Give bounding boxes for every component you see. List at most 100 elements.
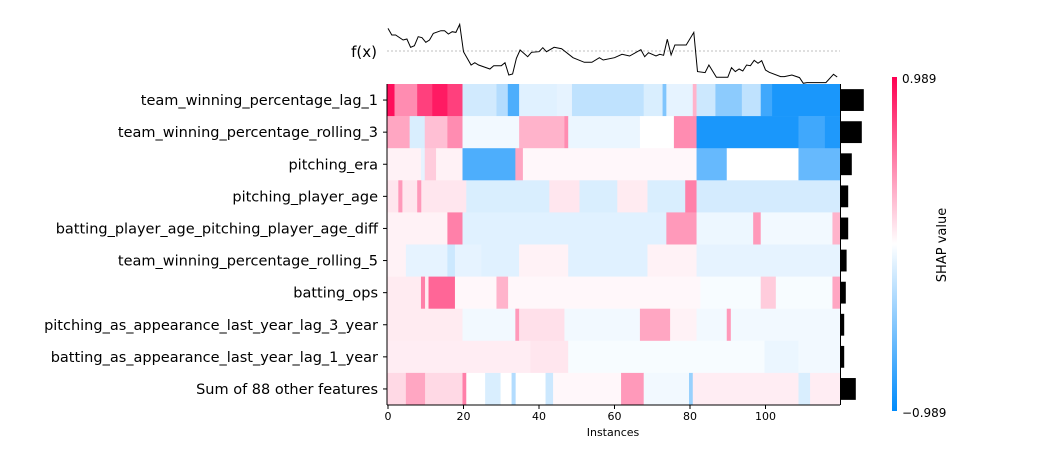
heatmap-cell: [519, 84, 558, 117]
heatmap-cell: [409, 116, 426, 149]
heatmap-cell: [753, 212, 762, 245]
heatmap-cell: [689, 372, 694, 406]
heatmap-cell: [696, 180, 841, 213]
heatmap-cell: [772, 84, 841, 117]
fx-line: [387, 22, 838, 84]
feature-label: Sum of 88 other features: [196, 382, 378, 398]
feature-label: team_winning_percentage_lag_1: [141, 93, 378, 109]
heatmap-cell: [424, 148, 437, 181]
feature-label: team_winning_percentage_rolling_5: [118, 254, 378, 270]
heatmap-cell: [420, 276, 426, 309]
heatmap-cell: [496, 84, 509, 117]
x-axis-label: Instances: [587, 426, 640, 439]
heatmap-cell: [507, 84, 520, 117]
heatmap-cell: [673, 116, 697, 149]
colorbar: [892, 77, 897, 411]
heatmap-cell: [545, 372, 554, 406]
feature-label: batting_ops: [293, 286, 378, 302]
heatmap-cell: [530, 340, 569, 374]
heatmap-cell: [760, 84, 773, 117]
heatmap-cell: [436, 148, 463, 181]
heatmap-cell: [647, 244, 697, 277]
importance-bar: [841, 249, 847, 272]
importance-bar: [841, 89, 864, 111]
heatmap-cell: [417, 180, 422, 213]
heatmap-cell: [670, 308, 697, 342]
heatmap-cell: [798, 148, 841, 181]
heatmap-cells: [387, 84, 841, 406]
importance-bar: [841, 378, 856, 400]
heatmap-cell: [564, 116, 569, 149]
heatmap-cell: [519, 116, 565, 149]
heatmap-cell: [515, 148, 524, 181]
importance-bar: [841, 281, 846, 304]
heatmap-cell: [549, 180, 580, 213]
heatmap-cell: [571, 84, 644, 117]
heatmap-cell: [617, 180, 648, 213]
heatmap-cell: [405, 244, 448, 277]
heatmap-cell: [647, 180, 686, 213]
fx-label: f(x): [351, 43, 377, 61]
heatmap-cell: [760, 212, 833, 245]
heatmap-cell: [515, 308, 520, 342]
heatmap-cell: [643, 372, 690, 406]
heatmap-cell: [466, 180, 550, 213]
heatmap-cell: [639, 308, 671, 342]
heatmap-cell: [696, 212, 754, 245]
heatmap-cell: [579, 180, 618, 213]
heatmap-cell: [696, 116, 799, 149]
heatmap-cell: [485, 372, 501, 406]
heatmap-cell: [466, 372, 546, 406]
importance-bar: [841, 185, 849, 208]
x-tick-label: 80: [683, 410, 697, 423]
heatmap-cell: [639, 116, 675, 149]
heatmap-cell: [798, 372, 811, 406]
importance-bar: [841, 313, 845, 336]
heatmap-cell: [700, 276, 762, 309]
heatmap-cell: [398, 180, 403, 213]
heatmap-cell: [666, 84, 694, 117]
heatmap-cell: [696, 84, 716, 117]
heatmap-cell: [454, 244, 482, 277]
heatmap-cell: [824, 116, 841, 149]
heatmap-cell: [387, 340, 531, 374]
heatmap-cell: [387, 148, 422, 181]
x-tick-label: 60: [608, 410, 622, 423]
heatmap-cell: [417, 84, 433, 117]
heatmap-cell: [832, 212, 841, 245]
importance-bar: [841, 217, 849, 240]
heatmap-cell: [798, 340, 841, 374]
heatmap-cell: [432, 84, 448, 117]
colorbar-max-label: 0.989: [902, 72, 936, 86]
heatmap-cell: [764, 340, 799, 374]
heatmap-cell: [726, 148, 799, 181]
heatmap-cell: [405, 372, 426, 406]
heatmap-cell: [696, 148, 728, 181]
feature-label: batting_as_appearance_last_year_lag_1_ye…: [51, 350, 378, 366]
heatmap-cell: [568, 116, 641, 149]
x-tick-label: 100: [755, 410, 776, 423]
heatmap-cell: [519, 244, 569, 277]
heatmap-cell: [726, 308, 731, 342]
feature-label: team_winning_percentage_rolling_3: [118, 125, 378, 141]
feature-label: pitching_player_age: [232, 189, 378, 205]
heatmap-cell: [447, 212, 463, 245]
colorbar-title: SHAP value: [935, 208, 950, 282]
heatmap-cell: [692, 372, 841, 406]
importance-bars: [841, 89, 864, 400]
heatmap-cell: [553, 372, 622, 406]
feature-label: pitching_era: [288, 157, 378, 173]
heatmap-cell: [428, 276, 456, 309]
heatmap-cell: [447, 116, 463, 149]
heatmap-cell: [741, 84, 762, 117]
heatmap-cell: [568, 244, 648, 277]
heatmap-cell: [387, 212, 448, 245]
heatmap-cell: [387, 308, 463, 342]
heatmap-cell: [643, 84, 663, 117]
heatmap-cell: [666, 212, 697, 245]
heatmap-cell: [394, 84, 418, 117]
heatmap-cell: [760, 276, 777, 309]
heatmap-cell: [696, 244, 841, 277]
heatmap-cell: [481, 244, 520, 277]
